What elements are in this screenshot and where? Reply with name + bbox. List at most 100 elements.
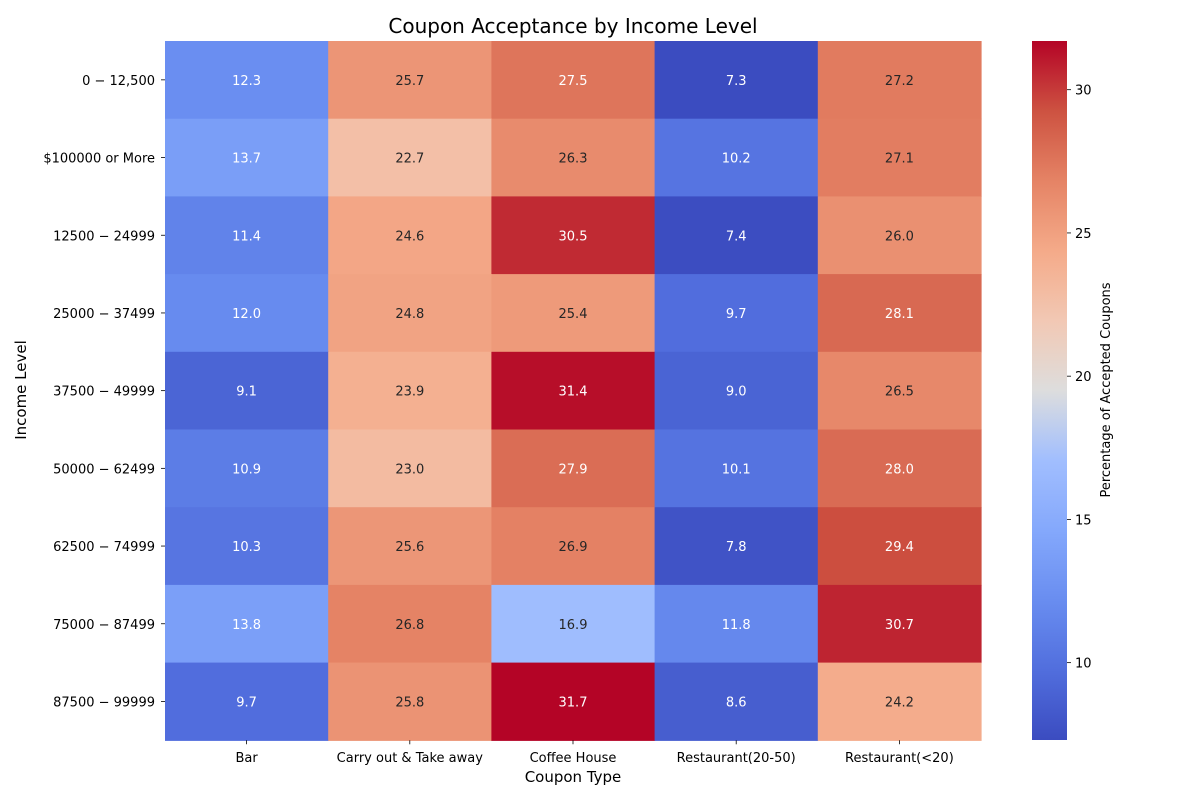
y-tick-label: 12500 − 24999 [53,229,155,244]
heatmap-cell [491,118,656,197]
heatmap-cell [817,118,982,197]
y-tick-label: 75000 − 87499 [53,618,155,633]
cell-value-label: 11.8 [722,618,751,633]
cell-value-label: 10.2 [722,152,751,167]
heatmap-cell [817,274,982,353]
cell-value-label: 25.6 [395,540,424,555]
heatmap-cell [165,274,329,353]
cell-value-label: 28.1 [885,307,914,322]
chart-title: Coupon Acceptance by Income Level [388,14,757,38]
cell-value-label: 9.1 [236,385,257,400]
y-tick-label: 50000 − 62499 [53,462,155,477]
cell-value-label: 24.6 [395,229,424,244]
colorbar-tick-label: 30 [1075,84,1092,99]
cell-value-label: 12.0 [232,307,261,322]
cell-value-label: 9.7 [236,695,257,710]
heatmap-cell [654,41,819,120]
y-tick-label: 0 − 12,500 [82,74,155,89]
cell-value-label: 9.0 [726,385,747,400]
cell-value-label: 26.0 [885,229,914,244]
cell-value-label: 26.5 [885,385,914,400]
cell-value-label: 10.3 [232,540,261,555]
heatmap-cell [491,429,656,508]
cell-value-label: 12.3 [232,74,261,89]
heatmap-cell [817,507,982,586]
cell-value-label: 23.9 [395,385,424,400]
y-tick-label: 25000 − 37499 [53,307,155,322]
y-axis-label: Income Level [12,340,30,440]
x-tick-label: Bar [235,751,258,766]
heatmap-cell [654,584,819,664]
heatmap-cell [165,118,329,197]
cell-value-label: 9.7 [726,307,747,322]
colorbar: 10 15 20 25 30 Percentage of Accepted Coupon… [1032,41,1114,740]
cell-value-label: 31.7 [559,695,588,710]
heatmap-cell [654,351,819,431]
colorbar-tick-label: 15 [1075,513,1092,528]
cell-value-label: 30.5 [559,229,588,244]
colorbar-ticks: 10 15 20 25 30 [1067,84,1092,672]
heatmap-cell [328,429,492,508]
heatmap-cell [491,274,656,353]
heatmap-cell [491,41,656,120]
cell-value-label: 30.7 [885,618,914,633]
cell-value-label: 27.1 [885,152,914,167]
heatmap-cell [328,41,492,120]
heatmap-cell [654,118,819,197]
heatmap-cell [491,662,656,741]
cell-value-label: 25.8 [395,695,424,710]
cell-value-label: 7.8 [726,540,747,555]
heatmap-cell [328,507,492,586]
cell-value-label: 26.8 [395,618,424,633]
cell-value-label: 26.3 [559,152,588,167]
heatmap-cell [165,507,329,586]
y-tick-label: $100000 or More [43,152,155,167]
y-tick-label: 62500 − 74999 [53,540,155,555]
colorbar-tick-label: 25 [1075,227,1092,242]
colorbar-label: Percentage of Accepted Coupons [1099,282,1114,497]
heatmap-cell [328,584,492,664]
cell-value-label: 24.8 [395,307,424,322]
heatmap-cell [817,662,982,741]
heatmap-cell [817,41,982,120]
cell-value-label: 29.4 [885,540,914,555]
cell-value-label: 8.6 [726,695,747,710]
x-tick-label: Carry out & Take away [337,751,484,766]
cell-value-label: 31.4 [559,385,588,400]
heatmap-cell [817,196,982,275]
cell-value-label: 13.8 [232,618,261,633]
heatmap-cell [491,351,656,431]
heatmap-cell [491,196,656,275]
y-tick-labels: 0 − 12,500 $100000 or More 12500 − 24999 25… [43,74,165,710]
cell-value-label: 16.9 [559,618,588,633]
heatmap-cell [817,584,982,664]
heatmap-cell [165,196,329,275]
colorbar-tick-label: 10 [1075,657,1092,672]
heatmap-cell [491,507,656,586]
cell-value-label: 23.0 [395,462,424,477]
heatmap-cell [165,41,329,120]
cell-value-label: 25.4 [559,307,588,322]
colorbar-tick-label: 20 [1075,370,1092,385]
cell-value-label: 27.9 [559,462,588,477]
heatmap-cell [165,584,329,664]
heatmap-cell [328,196,492,275]
y-tick-label: 87500 − 99999 [53,695,155,710]
x-tick-label: Restaurant(<20) [845,751,954,766]
heatmap-cell [165,662,329,741]
cell-value-label: 27.5 [559,74,588,89]
heatmap-cell [654,274,819,353]
cell-value-label: 26.9 [559,540,588,555]
heatmap-cell [328,118,492,197]
heatmap-cell [817,351,982,431]
cell-value-label: 24.2 [885,695,914,710]
heatmap-cells: 12.3 25.7 27.5 7.3 27.2 13.7 22.7 26.3 10.2 27.1 1… [165,41,982,741]
cell-value-label: 22.7 [395,152,424,167]
x-tick-label: Restaurant(20-50) [677,751,796,766]
cell-value-label: 25.7 [395,74,424,89]
heatmap-cell [654,507,819,586]
heatmap-cell [328,351,492,431]
cell-value-label: 7.4 [726,229,747,244]
colorbar-gradient [1032,41,1067,740]
y-tick-label: 37500 − 49999 [53,385,155,400]
